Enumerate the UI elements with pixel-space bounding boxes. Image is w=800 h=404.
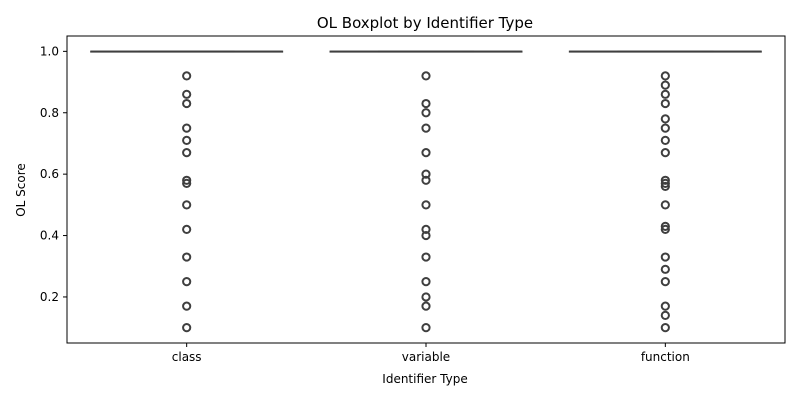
outlier-point-function-4 <box>660 114 670 124</box>
outlier-point-variable-4 <box>421 148 431 158</box>
outlier-point-function-3 <box>660 98 670 109</box>
outlier-point-variable-0 <box>421 71 431 81</box>
outlier-point-class-9 <box>182 224 192 235</box>
outlier-point-variable-5 <box>421 169 431 179</box>
outlier-point-function-18 <box>660 310 670 320</box>
x-tick-label-variable: variable <box>402 350 450 364</box>
outlier-point-class-4 <box>182 135 192 145</box>
outlier-point-variable-8 <box>421 224 431 235</box>
outlier-point-function-8 <box>660 175 670 185</box>
outlier-point-class-13 <box>182 323 192 333</box>
outlier-point-class-1 <box>182 89 192 99</box>
plot-area: 0.2 0.4 0.6 0.8 1.0 class variable function <box>40 35 786 364</box>
outlier-point-function-16 <box>660 277 670 287</box>
outlier-point-variable-11 <box>421 277 431 287</box>
axes-frame <box>66 35 786 344</box>
outlier-point-function-14 <box>660 252 670 262</box>
outlier-point-class-10 <box>182 252 192 262</box>
y-axis-label: OL Score <box>14 163 28 217</box>
x-tick-label-class: class <box>172 350 202 364</box>
outlier-point-variable-6 <box>421 175 431 185</box>
outlier-point-class-3 <box>182 123 192 133</box>
outlier-point-variable-3 <box>421 123 431 133</box>
outlier-point-class-2 <box>182 98 192 109</box>
outlier-point-function-0 <box>660 71 670 81</box>
outlier-point-function-2 <box>660 89 670 99</box>
chart-title: OL Boxplot by Identifier Type <box>317 14 533 32</box>
x-tick-label-function: function <box>641 350 690 364</box>
outlier-point-function-10 <box>660 181 670 192</box>
outlier-point-function-13 <box>660 224 670 235</box>
box-group-function <box>568 50 762 333</box>
outlier-point-class-8 <box>182 200 192 210</box>
y-tick-label-3: 0.8 <box>40 106 59 120</box>
y-tick-label-1: 0.4 <box>40 229 59 243</box>
outlier-point-variable-9 <box>421 230 431 241</box>
outlier-point-function-9 <box>660 178 670 188</box>
outlier-point-function-1 <box>660 80 670 90</box>
outlier-point-class-0 <box>182 71 192 81</box>
y-tick-label-4: 1.0 <box>40 44 59 58</box>
outlier-point-variable-10 <box>421 252 431 262</box>
outlier-point-function-11 <box>660 200 670 210</box>
outlier-point-variable-2 <box>421 108 431 118</box>
outlier-point-class-5 <box>182 148 192 158</box>
outlier-point-function-5 <box>660 123 670 133</box>
outlier-point-variable-14 <box>421 323 431 333</box>
y-tick-label-0: 0.2 <box>40 290 59 304</box>
outlier-point-function-7 <box>660 148 670 158</box>
outlier-point-function-15 <box>660 264 670 274</box>
outlier-point-function-19 <box>660 323 670 333</box>
outlier-point-function-17 <box>660 301 670 311</box>
y-tick-label-2: 0.6 <box>40 167 59 181</box>
box-group-variable <box>329 50 523 333</box>
outlier-point-class-11 <box>182 277 192 287</box>
outlier-point-variable-1 <box>421 98 431 109</box>
outlier-point-class-6 <box>182 175 192 185</box>
outlier-point-class-12 <box>182 301 192 311</box>
outlier-point-variable-12 <box>421 292 431 302</box>
outlier-point-variable-7 <box>421 200 431 210</box>
outlier-point-variable-13 <box>421 301 431 311</box>
outlier-point-function-12 <box>660 221 670 231</box>
box-group-class <box>90 50 284 333</box>
outlier-point-class-7 <box>182 178 192 188</box>
outlier-point-function-6 <box>660 135 670 145</box>
x-axis-label: Identifier Type <box>382 372 467 386</box>
